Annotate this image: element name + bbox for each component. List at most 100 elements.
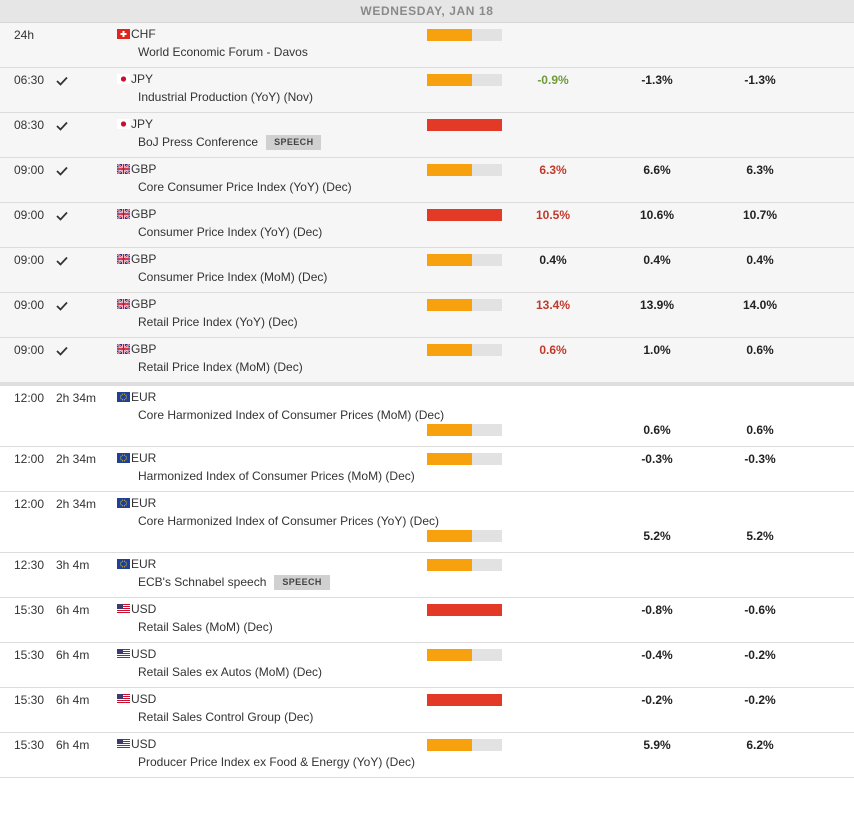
check-icon xyxy=(56,301,68,311)
event-title: Consumer Price Index (MoM) (Dec) xyxy=(138,270,328,284)
flag-part xyxy=(117,303,130,305)
event-row: 09:00 GBP Retail Price Index (MoM) (Dec) 0.… xyxy=(0,338,854,383)
event-row: 15:30 6h 4m USD Retail Sales Control Group … xyxy=(0,688,854,733)
flag-part xyxy=(120,459,122,461)
currency: EUR xyxy=(131,451,157,465)
flag-part xyxy=(125,561,127,563)
currency: GBP xyxy=(131,297,157,311)
flag-part xyxy=(117,168,130,170)
flag-part xyxy=(122,460,124,462)
previous-value: 5.2% xyxy=(746,529,774,543)
flag-icon xyxy=(117,649,130,659)
consensus-value: -0.2% xyxy=(641,693,673,707)
currency: USD xyxy=(131,737,157,751)
event-time: 12:00 xyxy=(14,452,45,466)
event-time: 09:00 xyxy=(14,298,45,312)
flag-part xyxy=(117,698,130,699)
previous-value: 10.7% xyxy=(742,208,778,222)
consensus-value: 0.4% xyxy=(643,253,671,267)
impact-bar xyxy=(427,453,502,465)
event-title: Retail Price Index (YoY) (Dec) xyxy=(138,315,298,329)
flag-part xyxy=(123,454,125,456)
event-title: Producer Price Index ex Food & Energy (Y… xyxy=(138,755,416,769)
flag-part xyxy=(120,455,122,457)
flag-part xyxy=(119,457,122,459)
flag-part xyxy=(117,392,130,402)
flag-part xyxy=(117,348,130,350)
check-icon xyxy=(56,76,68,86)
currency: JPY xyxy=(131,72,154,86)
event-time: 09:00 xyxy=(14,343,45,357)
flag-part xyxy=(117,700,130,701)
impact-fill xyxy=(427,299,472,311)
currency: EUR xyxy=(131,390,157,404)
impact-fill xyxy=(427,254,472,266)
flag-part xyxy=(120,565,122,567)
previous-value: 6.2% xyxy=(746,738,774,752)
flag-part xyxy=(120,398,122,400)
flag-part xyxy=(119,563,122,565)
flag-icon xyxy=(117,254,130,264)
event-title: Harmonized Index of Consumer Prices (MoM… xyxy=(138,469,415,483)
flag-part xyxy=(125,502,128,504)
flag-part xyxy=(117,743,130,744)
event-title: Retail Price Index (MoM) (Dec) xyxy=(138,360,303,374)
impact-fill xyxy=(427,29,472,41)
flag-part xyxy=(122,399,124,401)
flag-part xyxy=(117,702,130,703)
event-row: 09:00 GBP Retail Price Index (YoY) (Dec) 13… xyxy=(0,293,854,338)
flag-part xyxy=(122,393,124,395)
event-name: Consumer Price Index (MoM) (Dec) xyxy=(138,270,327,284)
impact-fill xyxy=(427,530,472,542)
flag-part xyxy=(117,651,130,652)
flag-part xyxy=(123,460,125,462)
flag-part xyxy=(119,396,122,398)
countdown: 6h 4m xyxy=(56,603,90,617)
flag-icon xyxy=(117,694,130,704)
currency: USD xyxy=(131,647,157,661)
event-row: 15:30 6h 4m USD Retail Sales ex Autos (MoM)… xyxy=(0,643,854,688)
event-time: 12:00 xyxy=(14,391,45,405)
day-header: WEDNESDAY, JAN 18 xyxy=(0,0,854,23)
actual-value: 13.4% xyxy=(535,298,571,312)
previous-value: -0.3% xyxy=(744,452,776,466)
speech-badge: SPEECH xyxy=(274,575,330,590)
flag-part xyxy=(117,694,123,699)
flag-part xyxy=(117,213,130,215)
flag-part xyxy=(117,745,130,746)
consensus-value: -1.3% xyxy=(641,73,673,87)
currency: USD xyxy=(131,602,157,616)
impact-fill xyxy=(427,453,472,465)
previous-value: -0.6% xyxy=(744,603,776,617)
event-time: 15:30 xyxy=(14,693,45,707)
event-time: 09:00 xyxy=(14,253,45,267)
flag-part xyxy=(117,559,130,569)
event-title: Retail Sales ex Autos (MoM) (Dec) xyxy=(138,665,323,679)
impact-bar xyxy=(427,29,502,41)
flag-part xyxy=(120,500,122,502)
flag-icon xyxy=(117,164,130,174)
countdown: 6h 4m xyxy=(56,648,90,662)
consensus-value: 6.6% xyxy=(643,163,671,177)
consensus-value: -0.4% xyxy=(641,648,673,662)
flag-part xyxy=(125,394,127,396)
event-title: Core Harmonized Index of Consumer Prices… xyxy=(138,408,445,422)
flag-icon xyxy=(117,299,130,309)
currency: CHF xyxy=(131,27,156,41)
flag-part xyxy=(125,396,128,398)
previous-value: -1.3% xyxy=(744,73,776,87)
event-name: Industrial Production (YoY) (Nov) xyxy=(138,90,313,104)
flag-part xyxy=(117,747,130,748)
impact-bar xyxy=(427,344,502,356)
flag-icon xyxy=(117,74,130,84)
event-name: Harmonized Index of Consumer Prices (MoM… xyxy=(138,469,415,483)
event-title: Consumer Price Index (YoY) (Dec) xyxy=(138,225,323,239)
actual-value: -0.9% xyxy=(537,73,569,87)
previous-value: -0.2% xyxy=(744,648,776,662)
event-name: Producer Price Index ex Food & Energy (Y… xyxy=(138,755,415,769)
event-name: BoJ Press Conference SPEECH xyxy=(138,135,322,150)
check-icon xyxy=(56,256,68,266)
event-time: 09:00 xyxy=(14,163,45,177)
event-row: 08:30 JPY BoJ Press Conference SPEECH xyxy=(0,113,854,158)
